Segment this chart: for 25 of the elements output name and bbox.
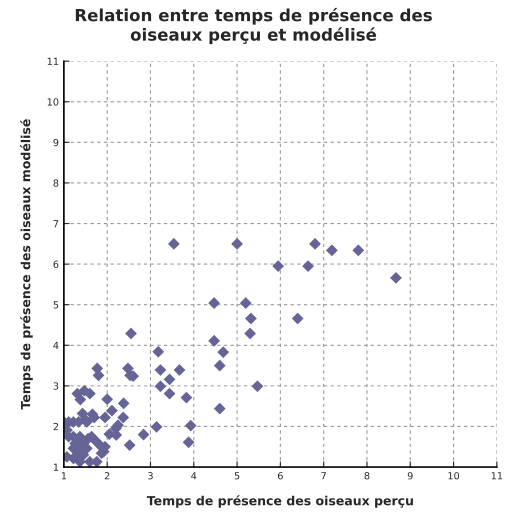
y-tick-label: 3 xyxy=(54,382,58,390)
y-tick-label: 5 xyxy=(54,301,58,309)
x-tick-label: 3 xyxy=(148,472,153,480)
x-tick-label: 11 xyxy=(492,472,502,480)
x-tick-label: 8 xyxy=(364,472,370,480)
y-tick-label: 10 xyxy=(48,98,58,106)
x-tick-label: 2 xyxy=(104,472,110,480)
x-tick-label: 6 xyxy=(278,472,283,480)
y-tick-label: 11 xyxy=(48,58,58,65)
y-tick-label: 6 xyxy=(54,260,58,268)
y-tick-label: 4 xyxy=(53,342,58,349)
y-tick-label: 1 xyxy=(54,464,58,471)
x-tick-label: 1 xyxy=(62,472,66,480)
y-tick-label: 2 xyxy=(54,422,58,430)
chart-title: Relation entre temps de présence des oiseaux perçu et modélisé xyxy=(76,8,432,44)
x-tick-label: 4 xyxy=(191,472,196,480)
x-tick-label: 9 xyxy=(408,472,413,480)
y-tick-label: 9 xyxy=(53,138,58,146)
x-tick-label: 7 xyxy=(321,472,326,480)
y-axis-title: Temps de présence des oiseaux modélisé xyxy=(20,119,33,410)
x-tick-label: 10 xyxy=(448,472,460,480)
x-axis-title: Temps de présence des oiseaux perçu xyxy=(146,495,413,508)
y-tick-label: 7 xyxy=(54,220,58,228)
x-tick-label: 5 xyxy=(234,472,240,480)
y-tick-label: 8 xyxy=(53,179,58,187)
